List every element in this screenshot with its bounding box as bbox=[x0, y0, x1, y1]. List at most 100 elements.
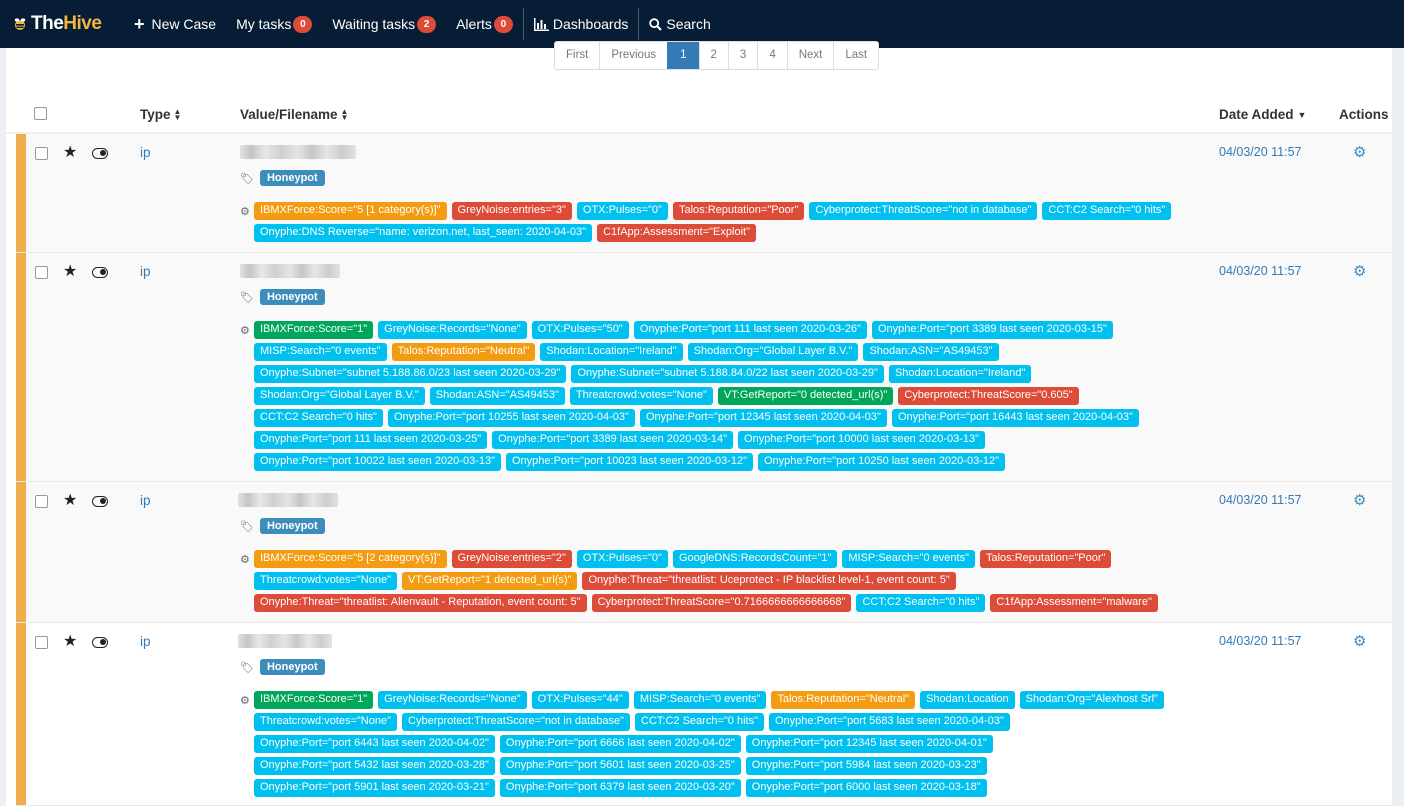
date-column-header[interactable]: Date Added ▼ bbox=[1219, 107, 1306, 122]
analyzer-report-label[interactable]: Onyphe:Port="port 10255 last seen 2020-0… bbox=[387, 409, 635, 427]
thehive-logo[interactable]: The Hive bbox=[12, 13, 124, 35]
analyzer-report-label[interactable]: Onyphe:Port="port 6379 last seen 2020-03… bbox=[499, 779, 741, 797]
analyzer-report-label[interactable]: Cyberprotect:ThreatScore="0.716666666666… bbox=[591, 594, 852, 612]
analyzer-report-label[interactable]: GreyNoise:Records="None" bbox=[378, 691, 527, 709]
observable-value-redacted[interactable] bbox=[238, 634, 332, 648]
analyzer-report-label[interactable]: OTX:Pulses="0" bbox=[576, 550, 668, 568]
analyzer-report-label[interactable]: Onyphe:Port="port 5601 last seen 2020-03… bbox=[499, 757, 741, 775]
analyzer-report-label[interactable]: Shodan:Org="Global Layer B.V." bbox=[687, 343, 859, 361]
analyzer-report-label[interactable]: Onyphe:Subnet="subnet 5.188.86.0/23 last… bbox=[254, 365, 567, 383]
pager-next[interactable]: Next bbox=[786, 42, 834, 69]
analyzer-report-label[interactable]: Shodan:Org="Global Layer B.V." bbox=[254, 387, 425, 405]
analyzer-report-label[interactable]: GreyNoise:entries="3" bbox=[451, 202, 572, 220]
ioc-star-icon[interactable]: ★ bbox=[63, 263, 78, 280]
pager-first[interactable]: First bbox=[566, 49, 589, 61]
analyzer-report-label[interactable]: Onyphe:Port="port 6000 last seen 2020-03… bbox=[745, 779, 987, 797]
analyzer-report-label[interactable]: Threatcrowd:votes="None" bbox=[569, 387, 713, 405]
analyzer-report-label[interactable]: GreyNoise:Records="None" bbox=[378, 321, 527, 339]
analyzer-report-label[interactable]: Onyphe:Port="port 16443 last seen 2020-0… bbox=[891, 409, 1139, 427]
analyzer-report-label[interactable]: CCT:C2 Search="0 hits" bbox=[856, 594, 986, 612]
analyzer-report-label[interactable]: Onyphe:Port="port 5901 last seen 2020-03… bbox=[254, 779, 495, 797]
pager-previous[interactable]: Previous bbox=[599, 42, 667, 69]
analyzer-report-label[interactable]: Onyphe:Port="port 12345 last seen 2020-0… bbox=[745, 735, 993, 753]
analyzer-report-label[interactable]: C1fApp:Assessment="malware" bbox=[990, 594, 1158, 612]
observable-value-redacted[interactable] bbox=[240, 264, 340, 278]
gear-icon[interactable]: ⚙ bbox=[1353, 492, 1367, 509]
sighted-toggle-icon[interactable] bbox=[92, 496, 108, 507]
analyzer-report-label[interactable]: C1fApp:Assessment="Exploit" bbox=[597, 224, 756, 242]
analyzer-report-label[interactable]: Onyphe:Port="port 111 last seen 2020-03-… bbox=[633, 321, 867, 339]
analyzer-report-label[interactable]: GreyNoise:entries="2" bbox=[451, 550, 572, 568]
ioc-star-icon[interactable]: ★ bbox=[63, 633, 78, 650]
analyzer-report-label[interactable]: Threatcrowd:votes="None" bbox=[254, 572, 398, 590]
analyzer-report-label[interactable]: MISP:Search="0 events" bbox=[633, 691, 767, 709]
my-tasks-link[interactable]: My tasks 0 bbox=[226, 0, 322, 48]
analyzer-report-label[interactable]: MISP:Search="0 events" bbox=[842, 550, 975, 568]
pager-page-1[interactable]: 1 bbox=[667, 42, 699, 69]
value-column-header[interactable]: Value/Filename ▲ ▼ bbox=[240, 107, 349, 122]
observable-type[interactable]: ip bbox=[140, 145, 151, 160]
search-link[interactable]: Search bbox=[639, 0, 720, 48]
analyzer-report-label[interactable]: Onyphe:Port="port 5683 last seen 2020-04… bbox=[768, 713, 1010, 731]
sighted-toggle-icon[interactable] bbox=[92, 148, 108, 159]
pager-last[interactable]: Last bbox=[833, 42, 878, 69]
analyzer-report-label[interactable]: Talos:Reputation="Neutral" bbox=[771, 691, 916, 709]
analyzer-report-label[interactable]: Shodan:Org="Alexhost Srl" bbox=[1019, 691, 1164, 709]
pager-page-2[interactable]: 2 bbox=[698, 42, 728, 69]
sighted-toggle-icon[interactable] bbox=[92, 267, 108, 278]
dashboards-link[interactable]: Dashboards bbox=[524, 0, 639, 48]
observable-value-redacted[interactable] bbox=[240, 145, 356, 159]
waiting-tasks-link[interactable]: Waiting tasks 2 bbox=[322, 0, 446, 48]
new-case-button[interactable]: + New Case bbox=[124, 0, 226, 48]
alerts-link[interactable]: Alerts 0 bbox=[446, 0, 523, 48]
analyzer-report-label[interactable]: CCT:C2 Search="0 hits" bbox=[1042, 202, 1172, 220]
analyzer-report-label[interactable]: Onyphe:Port="port 10250 last seen 2020-0… bbox=[758, 453, 1005, 471]
analyzer-report-label[interactable]: IBMXForce:Score="1" bbox=[254, 321, 374, 339]
analyzer-report-label[interactable]: Onyphe:Port="port 6666 last seen 2020-04… bbox=[499, 735, 741, 753]
type-column-header[interactable]: Type ▲ ▼ bbox=[140, 107, 182, 122]
analyzer-report-label[interactable]: Onyphe:Port="port 12345 last seen 2020-0… bbox=[639, 409, 887, 427]
analyzer-report-label[interactable]: Shodan:ASN="AS49453" bbox=[429, 387, 565, 405]
analyzer-report-label[interactable]: Onyphe:Port="port 10000 last seen 2020-0… bbox=[738, 431, 986, 449]
analyzer-report-label[interactable]: Talos:Reputation="Poor" bbox=[672, 202, 805, 220]
analyzer-report-label[interactable]: OTX:Pulses="44" bbox=[531, 691, 629, 709]
analyzer-report-label[interactable]: Threatcrowd:votes="None" bbox=[254, 713, 398, 731]
analyzer-report-label[interactable]: VT:GetReport="1 detected_url(s)" bbox=[402, 572, 578, 590]
analyzer-report-label[interactable]: Shodan:Location="Ireland" bbox=[540, 343, 683, 361]
analyzer-report-label[interactable]: Shodan:ASN="AS49453" bbox=[863, 343, 999, 361]
observable-type[interactable]: ip bbox=[140, 493, 151, 508]
analyzer-report-label[interactable]: Onyphe:Port="port 10023 last seen 2020-0… bbox=[506, 453, 753, 471]
analyzer-report-label[interactable]: Onyphe:Port="port 5432 last seen 2020-03… bbox=[254, 757, 495, 775]
row-checkbox[interactable] bbox=[35, 495, 48, 508]
analyzer-report-label[interactable]: Cyberprotect:ThreatScore="not in databas… bbox=[809, 202, 1038, 220]
sighted-toggle-icon[interactable] bbox=[92, 637, 108, 648]
analyzer-report-label[interactable]: CCT:C2 Search="0 hits" bbox=[635, 713, 764, 731]
analyzer-report-label[interactable]: Shodan:Location="Ireland" bbox=[888, 365, 1032, 383]
analyzer-report-label[interactable]: IBMXForce:Score="5 [2 category(s)]" bbox=[254, 550, 447, 568]
ioc-star-icon[interactable]: ★ bbox=[63, 492, 78, 509]
pager-page-4[interactable]: 4 bbox=[757, 42, 786, 69]
observable-value-redacted[interactable] bbox=[238, 493, 338, 507]
analyzer-report-label[interactable]: IBMXForce:Score="1" bbox=[254, 691, 374, 709]
analyzer-report-label[interactable]: Onyphe:Threat="threatlist: Alienvault - … bbox=[254, 594, 587, 612]
observable-type[interactable]: ip bbox=[140, 264, 151, 279]
analyzer-report-label[interactable]: GoogleDNS:RecordsCount="1" bbox=[672, 550, 838, 568]
gear-icon[interactable]: ⚙ bbox=[1353, 144, 1367, 161]
analyzer-report-label[interactable]: Onyphe:Subnet="subnet 5.188.84.0/22 last… bbox=[571, 365, 884, 383]
analyzer-report-label[interactable]: Cyberprotect:ThreatScore="0.605" bbox=[898, 387, 1079, 405]
pager-page-3[interactable]: 3 bbox=[727, 42, 757, 69]
row-checkbox[interactable] bbox=[35, 147, 48, 160]
analyzer-report-label[interactable]: OTX:Pulses="0" bbox=[576, 202, 668, 220]
analyzer-report-label[interactable]: OTX:Pulses="50" bbox=[531, 321, 629, 339]
row-checkbox[interactable] bbox=[35, 636, 48, 649]
analyzer-report-label[interactable]: Onyphe:Port="port 6443 last seen 2020-04… bbox=[254, 735, 495, 753]
analyzer-report-label[interactable]: IBMXForce:Score="5 [1 category(s)]" bbox=[254, 202, 447, 220]
analyzer-report-label[interactable]: MISP:Search="0 events" bbox=[254, 343, 387, 361]
analyzer-report-label[interactable]: Onyphe:Port="port 3389 last seen 2020-03… bbox=[492, 431, 734, 449]
analyzer-report-label[interactable]: Onyphe:Port="port 111 last seen 2020-03-… bbox=[254, 431, 488, 449]
select-all-checkbox[interactable] bbox=[34, 107, 47, 120]
analyzer-report-label[interactable]: Onyphe:Port="port 10022 last seen 2020-0… bbox=[254, 453, 501, 471]
analyzer-report-label[interactable]: Shodan:Location bbox=[920, 691, 1015, 709]
observable-type[interactable]: ip bbox=[140, 634, 151, 649]
analyzer-report-label[interactable]: Talos:Reputation="Poor" bbox=[980, 550, 1112, 568]
